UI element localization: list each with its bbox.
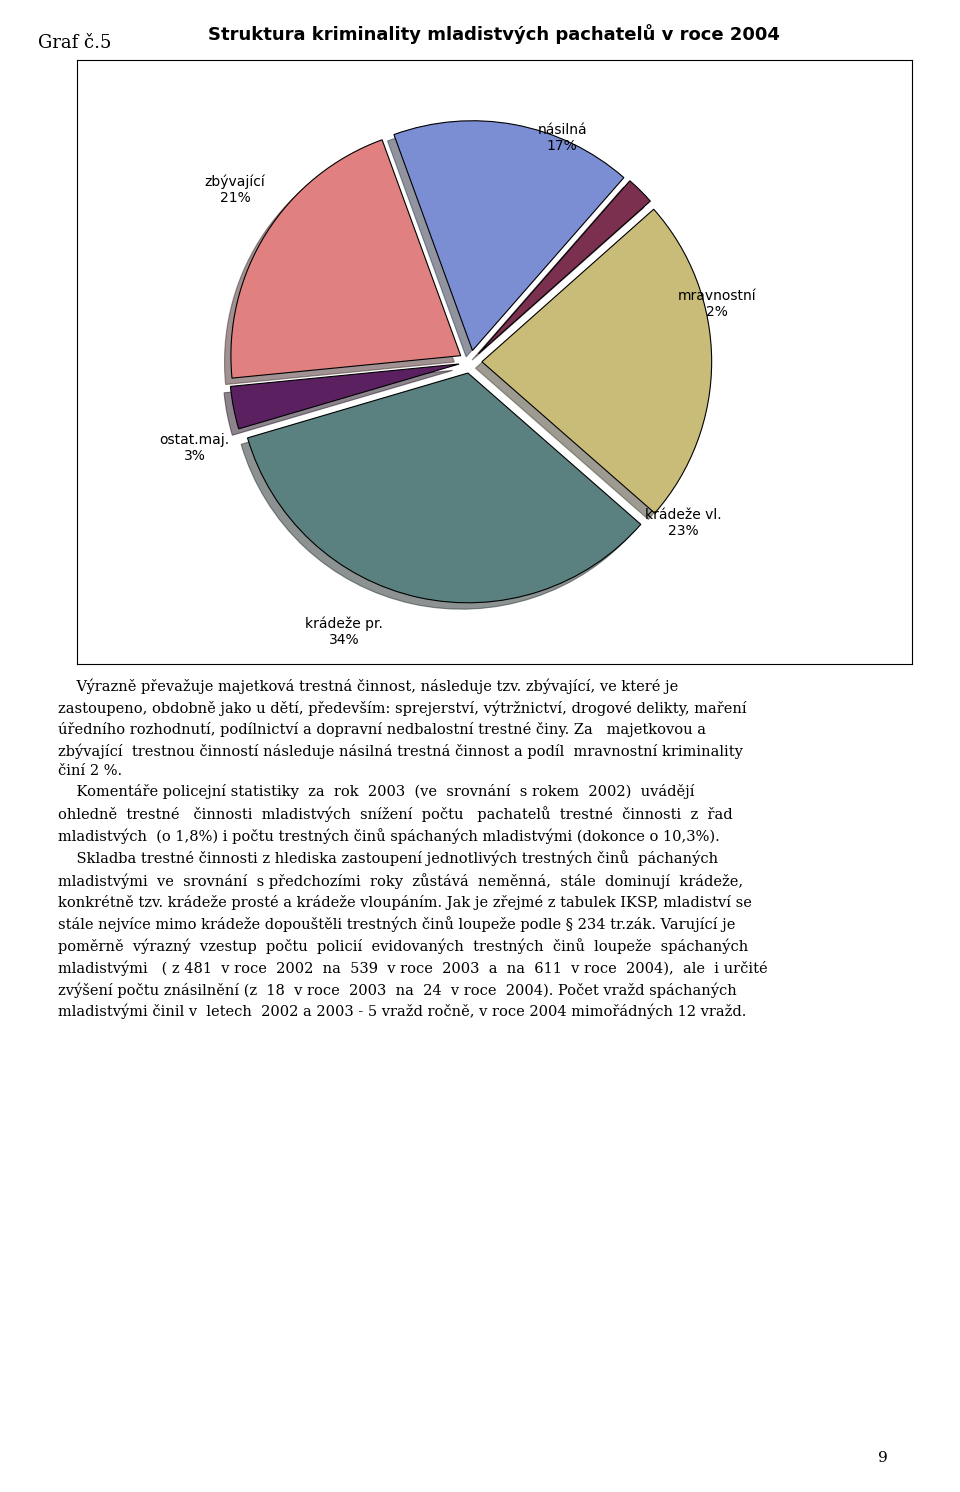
Wedge shape [248,373,641,603]
Title: Struktura kriminality mladistvých pachatelů v roce 2004: Struktura kriminality mladistvých pachat… [208,24,780,45]
Wedge shape [478,181,650,354]
Wedge shape [231,140,461,377]
Text: Výrazně převažuje majetková trestná činnost, následuje tzv. zbývající, ve které : Výrazně převažuje majetková trestná činn… [58,679,767,1019]
Wedge shape [482,209,711,513]
Text: ostat.maj.
3%: ostat.maj. 3% [159,433,229,463]
Text: mravnostní
2%: mravnostní 2% [678,289,756,319]
Text: násilná
17%: násilná 17% [538,122,588,152]
Text: zbývající
21%: zbývající 21% [204,175,265,204]
Text: 9: 9 [878,1452,888,1465]
Text: Graf č.5: Graf č.5 [38,34,111,52]
Wedge shape [230,364,459,428]
Text: krádeže pr.
34%: krádeže pr. 34% [305,616,383,648]
Text: krádeže vl.
23%: krádeže vl. 23% [644,507,721,537]
Wedge shape [394,121,624,351]
